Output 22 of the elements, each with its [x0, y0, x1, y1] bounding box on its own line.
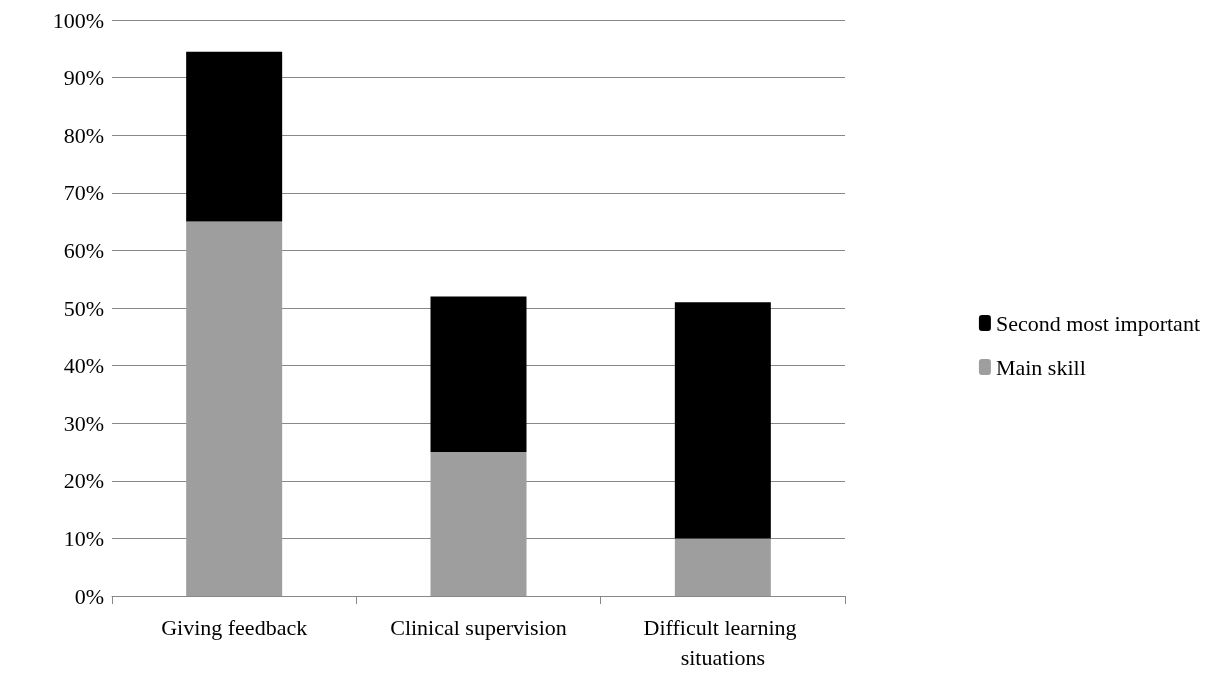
legend-label: Main skill — [995, 354, 1086, 380]
y-tick-label: 60% — [63, 237, 104, 263]
legend-label: Second most important — [995, 310, 1200, 336]
y-tick-label: 10% — [63, 525, 104, 551]
x-tick-label: Difficult learning situations — [643, 614, 803, 670]
y-tick-label: 80% — [63, 122, 104, 148]
y-tick-label: 20% — [63, 468, 104, 494]
y-tick-label: 90% — [63, 65, 104, 91]
y-tick-label: 0% — [74, 583, 104, 609]
y-tick-label: 30% — [63, 410, 104, 436]
y-tick-label: 70% — [63, 180, 104, 206]
y-tick-label: 100% — [52, 7, 104, 33]
bar — [430, 296, 527, 452]
x-tick-label: Giving feedback — [161, 614, 308, 640]
bar — [430, 452, 527, 596]
bar — [674, 538, 771, 596]
y-tick-label: 40% — [63, 353, 104, 379]
y-tick-label: 50% — [63, 295, 104, 321]
bar — [674, 302, 771, 539]
bar — [186, 221, 283, 596]
x-tick-label: Clinical supervision — [390, 614, 567, 640]
bar — [186, 51, 283, 222]
